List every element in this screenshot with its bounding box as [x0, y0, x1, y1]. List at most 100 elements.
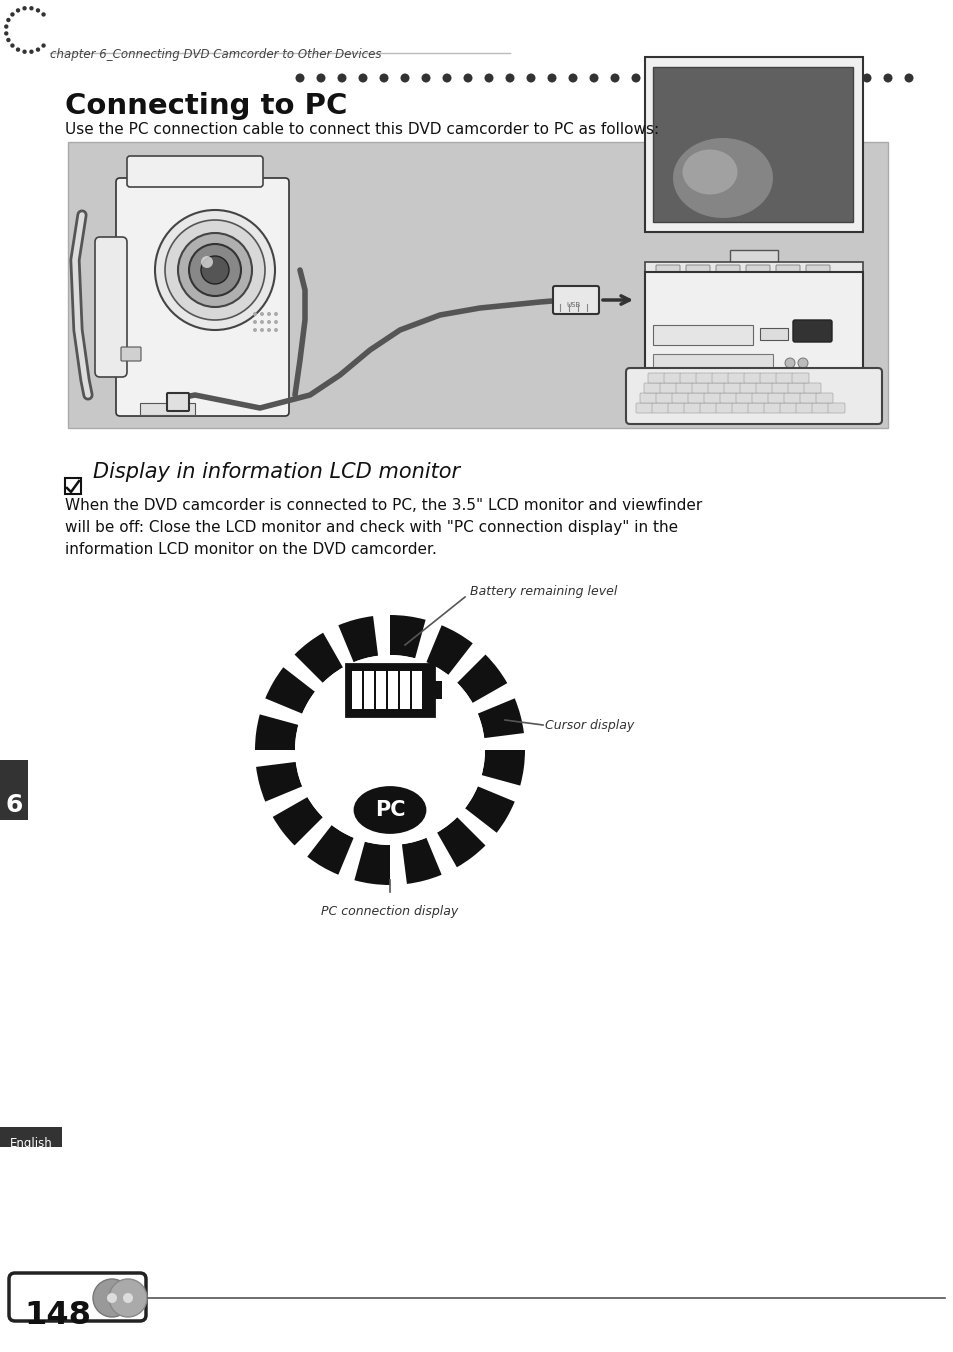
Circle shape [736, 73, 744, 82]
Circle shape [631, 73, 639, 82]
FancyBboxPatch shape [771, 383, 788, 393]
FancyBboxPatch shape [656, 393, 672, 403]
Circle shape [358, 73, 367, 82]
FancyBboxPatch shape [800, 393, 816, 403]
FancyBboxPatch shape [683, 403, 700, 412]
Circle shape [294, 654, 484, 845]
Circle shape [189, 243, 241, 296]
Circle shape [41, 12, 46, 16]
Text: PC: PC [375, 800, 405, 821]
Ellipse shape [355, 787, 424, 833]
FancyBboxPatch shape [767, 393, 784, 403]
FancyBboxPatch shape [412, 671, 421, 708]
Circle shape [36, 47, 40, 51]
Circle shape [547, 73, 556, 82]
FancyBboxPatch shape [116, 178, 289, 416]
Circle shape [165, 220, 265, 320]
FancyBboxPatch shape [644, 262, 862, 280]
Circle shape [274, 312, 277, 316]
Circle shape [797, 358, 807, 368]
FancyBboxPatch shape [775, 373, 792, 383]
Text: Cursor display: Cursor display [544, 718, 634, 731]
Text: English: English [10, 1137, 52, 1151]
Bar [0, 1128, 62, 1146]
Wedge shape [265, 668, 314, 714]
Circle shape [123, 1293, 132, 1303]
FancyBboxPatch shape [787, 383, 804, 393]
Circle shape [274, 329, 277, 333]
Circle shape [10, 12, 14, 16]
FancyBboxPatch shape [663, 373, 680, 383]
Wedge shape [481, 750, 524, 786]
FancyBboxPatch shape [743, 373, 760, 383]
Circle shape [30, 50, 33, 54]
Wedge shape [307, 825, 354, 875]
Text: 6: 6 [6, 794, 23, 817]
Wedge shape [477, 699, 523, 738]
FancyBboxPatch shape [691, 383, 708, 393]
Circle shape [16, 8, 20, 12]
Text: Connecting to PC: Connecting to PC [65, 92, 347, 120]
Text: PC connection display: PC connection display [321, 904, 458, 918]
Circle shape [316, 73, 325, 82]
Circle shape [178, 233, 252, 307]
Text: chapter 6_Connecting DVD Camcorder to Other Devices: chapter 6_Connecting DVD Camcorder to Ot… [50, 49, 381, 61]
FancyBboxPatch shape [676, 383, 692, 393]
Text: Use the PC connection cable to connect this DVD camcorder to PC as follows:: Use the PC connection cable to connect t… [65, 122, 659, 137]
Wedge shape [426, 625, 473, 675]
Text: 148: 148 [25, 1301, 91, 1330]
Circle shape [6, 38, 10, 42]
FancyBboxPatch shape [647, 373, 664, 383]
FancyBboxPatch shape [716, 265, 740, 277]
Circle shape [6, 18, 10, 22]
Circle shape [778, 73, 786, 82]
FancyBboxPatch shape [685, 265, 709, 277]
Circle shape [379, 73, 388, 82]
FancyBboxPatch shape [651, 403, 668, 412]
Circle shape [267, 312, 271, 316]
FancyBboxPatch shape [720, 393, 737, 403]
Circle shape [201, 256, 229, 284]
Circle shape [610, 73, 618, 82]
Wedge shape [401, 838, 441, 884]
Circle shape [253, 329, 256, 333]
FancyBboxPatch shape [679, 373, 697, 383]
FancyBboxPatch shape [652, 68, 852, 222]
Circle shape [10, 43, 14, 47]
FancyBboxPatch shape [346, 664, 434, 717]
FancyBboxPatch shape [760, 373, 776, 383]
Wedge shape [338, 617, 377, 662]
FancyBboxPatch shape [636, 403, 652, 412]
Circle shape [16, 47, 20, 51]
Wedge shape [294, 633, 342, 683]
Circle shape [903, 73, 913, 82]
Circle shape [526, 73, 535, 82]
FancyBboxPatch shape [783, 393, 801, 403]
Circle shape [421, 73, 430, 82]
Circle shape [715, 73, 723, 82]
Text: When the DVD camcorder is connected to PC, the 3.5" LCD monitor and viewfinder: When the DVD camcorder is connected to P… [65, 498, 701, 512]
Circle shape [784, 358, 794, 368]
FancyBboxPatch shape [95, 237, 127, 377]
Bar [0, 760, 28, 821]
Circle shape [295, 73, 304, 82]
Circle shape [882, 73, 892, 82]
Circle shape [505, 73, 514, 82]
FancyBboxPatch shape [760, 329, 787, 339]
FancyBboxPatch shape [745, 265, 769, 277]
Wedge shape [255, 763, 302, 802]
FancyBboxPatch shape [644, 272, 862, 389]
Circle shape [36, 8, 40, 12]
FancyBboxPatch shape [434, 681, 441, 699]
FancyBboxPatch shape [747, 403, 764, 412]
FancyBboxPatch shape [625, 368, 882, 425]
FancyBboxPatch shape [711, 373, 728, 383]
Circle shape [673, 73, 681, 82]
Circle shape [107, 1293, 117, 1303]
Circle shape [274, 320, 277, 324]
FancyBboxPatch shape [740, 383, 757, 393]
Circle shape [154, 210, 274, 330]
FancyBboxPatch shape [775, 265, 800, 277]
FancyBboxPatch shape [735, 393, 752, 403]
FancyBboxPatch shape [723, 383, 740, 393]
